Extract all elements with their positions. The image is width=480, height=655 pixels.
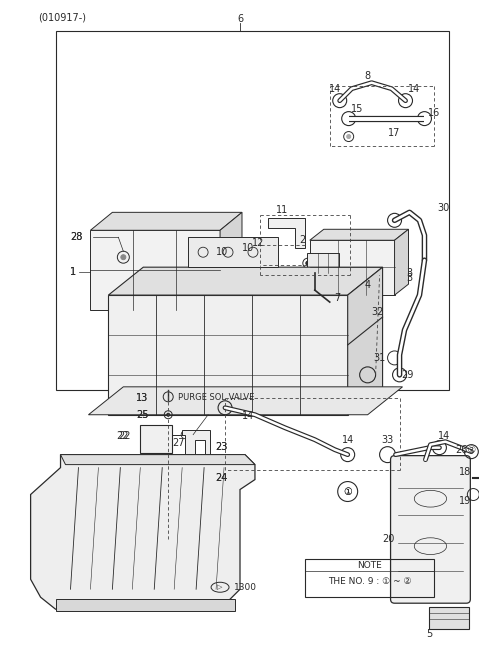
Text: 27: 27 — [172, 438, 184, 447]
Text: 30: 30 — [437, 203, 450, 214]
Polygon shape — [90, 212, 242, 231]
Text: ▷: ▷ — [217, 584, 223, 590]
Text: THE NO. 9 : ① ~ ②: THE NO. 9 : ① ~ ② — [328, 577, 411, 586]
Text: 3: 3 — [407, 273, 413, 283]
Bar — [148, 320, 186, 338]
Text: 25: 25 — [136, 410, 148, 420]
Text: 2: 2 — [300, 235, 306, 245]
Text: 13: 13 — [136, 393, 148, 403]
Text: 23: 23 — [215, 441, 228, 452]
Text: 1300: 1300 — [234, 583, 257, 591]
Text: 3: 3 — [407, 268, 413, 278]
Circle shape — [251, 257, 257, 263]
Text: 17: 17 — [388, 128, 401, 138]
Text: 29: 29 — [401, 370, 414, 380]
Text: 8: 8 — [365, 71, 371, 81]
Text: 14: 14 — [342, 435, 354, 445]
Text: 14: 14 — [329, 84, 341, 94]
Text: 24: 24 — [215, 472, 228, 483]
Text: 31: 31 — [373, 353, 386, 363]
Polygon shape — [31, 455, 255, 609]
Text: PURGE SOL.VALVE: PURGE SOL.VALVE — [178, 393, 254, 402]
Text: 22: 22 — [118, 431, 130, 441]
Text: 12: 12 — [252, 238, 264, 248]
Text: (010917-): (010917-) — [38, 13, 86, 23]
Polygon shape — [90, 231, 220, 310]
Polygon shape — [310, 240, 395, 295]
Polygon shape — [348, 267, 383, 415]
Text: 24: 24 — [215, 472, 228, 483]
Polygon shape — [108, 267, 383, 295]
Text: 33: 33 — [382, 435, 394, 445]
Text: 32: 32 — [372, 307, 384, 317]
Text: 7: 7 — [335, 293, 341, 303]
Polygon shape — [220, 212, 242, 310]
Text: 4: 4 — [365, 280, 371, 290]
Text: 15: 15 — [350, 103, 363, 113]
Text: ①: ① — [343, 487, 352, 496]
Bar — [56, 31, 449, 390]
Polygon shape — [310, 229, 408, 240]
Text: ①: ① — [343, 487, 352, 496]
Text: 16: 16 — [428, 107, 441, 118]
Text: 10: 10 — [242, 243, 254, 253]
Polygon shape — [268, 218, 305, 248]
Text: 25: 25 — [136, 410, 148, 420]
Circle shape — [347, 134, 351, 139]
Text: 19: 19 — [459, 496, 471, 506]
Text: 6: 6 — [237, 14, 243, 24]
Polygon shape — [188, 237, 278, 267]
Text: 14: 14 — [438, 431, 451, 441]
Text: 28: 28 — [70, 233, 83, 242]
Polygon shape — [395, 229, 408, 295]
Text: 26②: 26② — [455, 445, 476, 455]
Text: 13: 13 — [136, 393, 148, 403]
Bar — [56, 599, 235, 611]
Bar — [305, 559, 434, 597]
Text: 5: 5 — [426, 629, 432, 639]
Circle shape — [121, 255, 126, 259]
Text: 1: 1 — [71, 267, 76, 277]
Text: 18: 18 — [459, 466, 471, 477]
Text: 22: 22 — [116, 431, 128, 441]
Text: NOTE: NOTE — [357, 561, 382, 570]
Text: 1: 1 — [71, 267, 76, 277]
Text: 11: 11 — [276, 205, 288, 215]
Text: 14: 14 — [408, 84, 420, 94]
Text: 23: 23 — [215, 441, 228, 452]
Circle shape — [306, 261, 310, 265]
Text: 10: 10 — [216, 247, 228, 257]
Bar — [140, 424, 172, 453]
Polygon shape — [60, 455, 255, 464]
Text: 28: 28 — [70, 233, 83, 242]
Polygon shape — [182, 430, 210, 475]
Circle shape — [167, 413, 170, 416]
Polygon shape — [88, 387, 403, 415]
Circle shape — [231, 252, 237, 258]
Bar — [430, 607, 469, 629]
FancyBboxPatch shape — [391, 456, 470, 603]
Bar — [307, 253, 339, 273]
Polygon shape — [108, 295, 348, 415]
Text: 20: 20 — [382, 534, 395, 544]
Text: 14: 14 — [242, 411, 254, 421]
